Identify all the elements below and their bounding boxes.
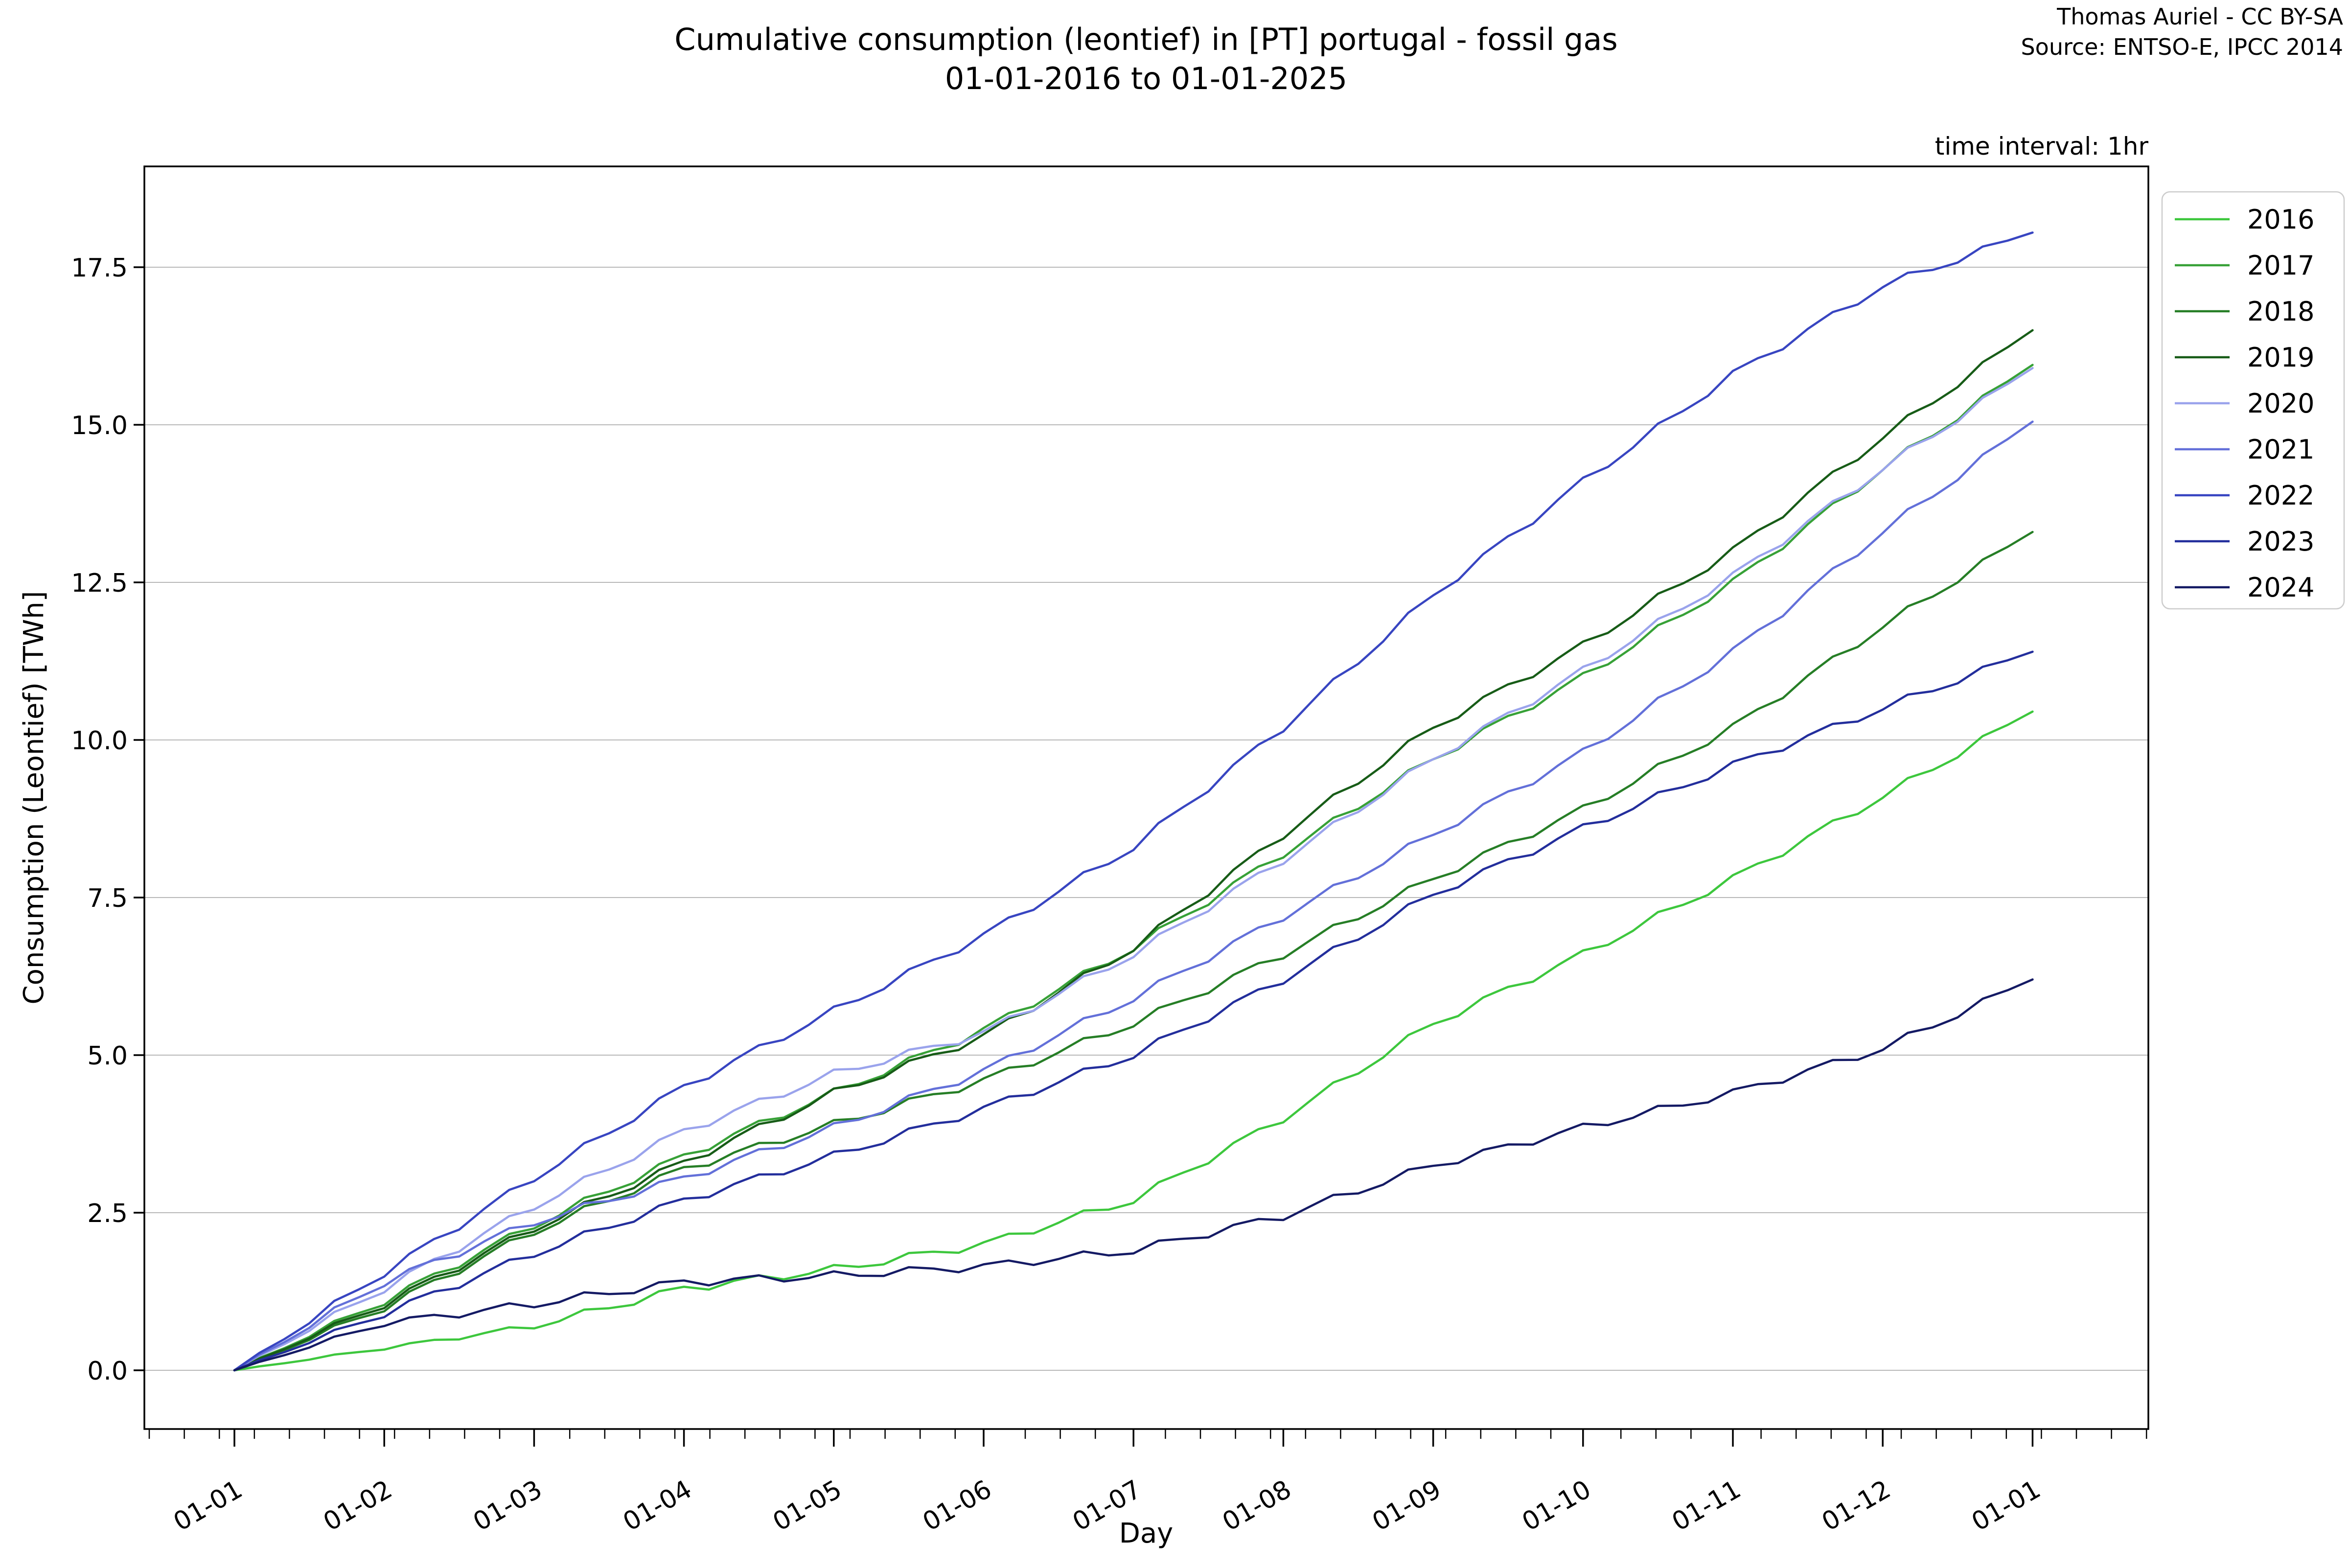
tick-layer: 0.0 2.5 5.0 7.5 10.0 12.5 15.0 17.5 01-01 01-02 01…	[71, 254, 2147, 1537]
x-tick-label: 01-05	[768, 1475, 847, 1537]
grid-layer	[144, 267, 2148, 1371]
series-line-2019	[233, 329, 2034, 1372]
legend-label-2017: 2017	[2247, 250, 2314, 281]
legend-label-2016: 2016	[2247, 204, 2314, 235]
x-tick-label: 01-10	[1517, 1475, 1596, 1537]
legend-label-2022: 2022	[2247, 480, 2314, 511]
plot-frame	[143, 165, 2149, 1430]
series-line-2016	[233, 710, 2034, 1372]
x-tick-label: 01-01	[1967, 1475, 2046, 1537]
chart-title-line1: Cumulative consumption (leontief) in [PT…	[674, 22, 1617, 57]
time-interval-note: time interval: 1hr	[1935, 132, 2149, 161]
x-tick-label: 01-06	[918, 1475, 997, 1537]
series-line-2024	[233, 978, 2034, 1372]
legend-label-2020: 2020	[2247, 388, 2314, 419]
series-line-2018	[233, 530, 2034, 1372]
y-tick-label: 5.0	[87, 1041, 128, 1071]
y-tick-label: 12.5	[71, 569, 128, 598]
legend-label-2024: 2024	[2247, 572, 2314, 603]
y-tick-label: 2.5	[87, 1199, 128, 1228]
x-tick-label: 01-08	[1218, 1475, 1296, 1537]
legend-label-2018: 2018	[2247, 296, 2314, 327]
x-tick-label: 01-03	[468, 1475, 547, 1537]
legend: 2016 2017 2018 2019 2020 2021 2022 2023 2024	[2161, 191, 2345, 610]
x-tick-label: 01-04	[618, 1475, 697, 1537]
chart-title-line2: 01-01-2016 to 01-01-2025	[945, 61, 1347, 96]
series-layer	[233, 231, 2034, 1372]
series-line-2023	[233, 650, 2034, 1372]
legend-label-2021: 2021	[2247, 434, 2314, 465]
y-tick-label: 10.0	[71, 726, 128, 756]
x-tick-label: 01-01	[169, 1475, 248, 1537]
plot-frame-layer	[143, 165, 2149, 1430]
x-axis-label: Day	[1119, 1518, 1174, 1549]
credit-author: Thomas Auriel - CC BY-SA	[2056, 3, 2343, 30]
series-line-2021	[233, 420, 2034, 1372]
legend-label-2019: 2019	[2247, 342, 2314, 373]
y-axis-label: Consumption (Leontief) [TWh]	[18, 591, 50, 1004]
x-tick-label: 01-02	[319, 1475, 397, 1537]
credit-source: Source: ENTSO-E, IPCC 2014	[2021, 34, 2343, 60]
x-tick-label: 01-09	[1367, 1475, 1446, 1537]
y-tick-label: 15.0	[71, 411, 128, 440]
legend-label-2023: 2023	[2247, 526, 2314, 557]
y-tick-label: 17.5	[71, 254, 128, 283]
series-line-2022	[233, 231, 2034, 1372]
y-tick-label: 7.5	[87, 884, 128, 913]
x-tick-label: 01-12	[1817, 1475, 1896, 1537]
legend-box	[2161, 191, 2345, 610]
x-tick-label: 01-11	[1667, 1475, 1746, 1537]
series-line-2020	[233, 367, 2034, 1372]
y-tick-label: 0.0	[87, 1357, 128, 1386]
